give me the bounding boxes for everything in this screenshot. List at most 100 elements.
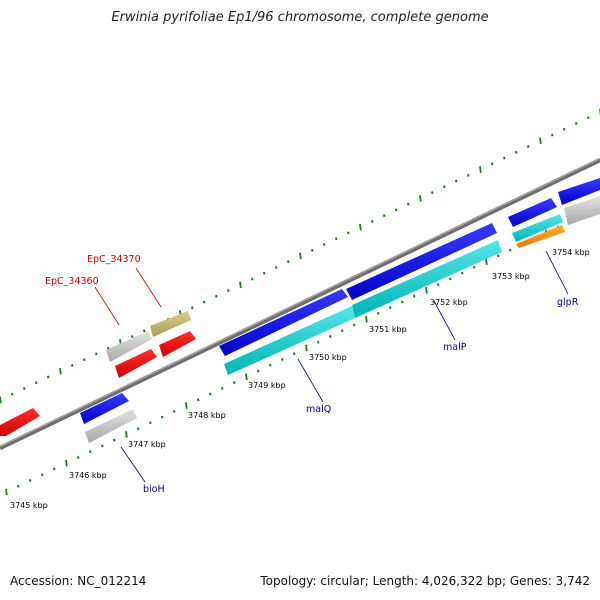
- leader-epc-34370: [135, 267, 162, 308]
- scale-major-tick: [419, 195, 422, 202]
- gene-cyan-glp[interactable]: [512, 214, 563, 242]
- gene-malq-blue[interactable]: [219, 289, 348, 356]
- scale-minor-tick: [263, 271, 266, 275]
- scale-minor-tick: [233, 381, 236, 384]
- gene-cyan-malp[interactable]: [352, 240, 502, 318]
- gene-label-malp[interactable]: malP: [443, 342, 467, 353]
- scale-minor-tick: [497, 254, 500, 258]
- leader-epc-34360: [94, 286, 120, 326]
- gene-epc-34370[interactable]: [159, 331, 196, 357]
- scale-minor-tick: [191, 306, 194, 310]
- scale-minor-tick: [383, 214, 386, 218]
- scale-major-tick: [299, 252, 302, 260]
- scale-label-3749: 3749 kbp: [248, 381, 286, 390]
- scale-minor-tick: [53, 467, 56, 471]
- scale-minor-tick: [215, 294, 218, 298]
- gene-label-epc-34370[interactable]: EpC_34370: [87, 254, 141, 265]
- scale-minor-tick: [347, 231, 350, 235]
- scale-label-3753: 3753 kbp: [492, 272, 530, 281]
- scale-minor-tick: [269, 363, 272, 367]
- scale-minor-tick: [587, 116, 590, 120]
- scale-minor-tick: [503, 156, 506, 160]
- scale-minor-tick: [407, 202, 410, 206]
- scale-minor-tick: [143, 329, 146, 333]
- scale-minor-tick: [287, 260, 290, 264]
- gene-label-glpr[interactable]: glpR: [557, 297, 579, 308]
- accession-text: Accession: NC_012214: [10, 574, 147, 588]
- gene-gray-epc-left[interactable]: [106, 331, 152, 362]
- gene-blue-biog[interactable]: [80, 393, 129, 424]
- scale-major-tick: [59, 367, 62, 375]
- scale-minor-tick: [527, 145, 530, 148]
- gene-epc-34360[interactable]: [115, 349, 157, 378]
- scale-minor-tick: [113, 438, 116, 442]
- scale-major-tick: [539, 137, 542, 145]
- gene-olive-epc[interactable]: [150, 311, 191, 337]
- scale-minor-tick: [131, 335, 134, 339]
- gene-blue-right-edge[interactable]: [558, 178, 600, 205]
- scale-minor-tick: [257, 369, 260, 373]
- scale-major-tick: [125, 431, 128, 438]
- scale-major-tick: [425, 287, 428, 294]
- gene-label-malq[interactable]: malQ: [306, 404, 331, 415]
- scale-labels: 3745 kbp 3746 kbp 3747 kbp 3748 kbp 3749…: [10, 248, 590, 510]
- scale-minor-tick: [377, 312, 380, 315]
- scale-minor-tick: [281, 358, 284, 361]
- scale-minor-tick: [437, 283, 440, 287]
- scale-minor-tick: [335, 237, 338, 241]
- scale-label-3745: 3745 kbp: [10, 501, 48, 510]
- scale-minor-tick: [341, 329, 344, 333]
- scale-minor-tick: [371, 220, 374, 223]
- scale-major-tick: [239, 281, 242, 289]
- scale-minor-tick: [71, 364, 74, 367]
- gene-track-reverse: [0, 178, 600, 436]
- scale-minor-tick: [35, 381, 38, 385]
- scale-minor-tick: [227, 289, 230, 292]
- scale-label-3751: 3751 kbp: [369, 325, 407, 334]
- scale-minor-tick: [317, 340, 320, 344]
- scale-major-tick: [365, 315, 368, 323]
- gene-label-leaders: [94, 250, 569, 483]
- scale-minor-tick: [83, 358, 86, 362]
- gene-gray-right-edge[interactable]: [564, 196, 600, 225]
- scale-minor-tick: [149, 421, 152, 425]
- scale-minor-tick: [197, 398, 200, 402]
- scale-major-tick: [359, 223, 362, 231]
- gene-gray-biohstart[interactable]: [85, 409, 137, 443]
- scale-major-tick: [479, 166, 482, 173]
- leader-malp: [433, 300, 456, 341]
- gene-blue-after-malp[interactable]: [508, 198, 557, 227]
- scale-minor-tick: [515, 150, 518, 154]
- scale-label-3752: 3752 kbp: [430, 298, 468, 307]
- chromosome-backbone-highlight: [0, 157, 600, 448]
- scale-minor-tick: [203, 300, 206, 304]
- scale-minor-tick: [251, 277, 254, 281]
- scale-label-3754: 3754 kbp: [552, 248, 590, 257]
- gene-cyan-malq[interactable]: [224, 306, 355, 375]
- scale-minor-tick: [509, 248, 512, 252]
- scale-minor-tick: [89, 450, 92, 454]
- scale-label-3748: 3748 kbp: [188, 411, 226, 420]
- chromosome-backbone: [0, 157, 600, 451]
- scale-minor-tick: [293, 352, 296, 356]
- scale-major-tick: [185, 402, 188, 409]
- gene-label-bioh[interactable]: bioH: [143, 484, 165, 495]
- scale-major-tick: [245, 373, 248, 381]
- scale-minor-tick: [413, 294, 416, 298]
- gene-orange-glp[interactable]: [516, 225, 565, 248]
- scale-minor-tick: [41, 473, 44, 477]
- scale-minor-tick: [449, 277, 452, 281]
- scale-minor-tick: [101, 444, 104, 448]
- scale-major-tick: [65, 459, 68, 467]
- gene-red-left-upper[interactable]: [0, 408, 40, 436]
- scale-minor-tick: [431, 191, 434, 195]
- scale-minor-tick: [137, 427, 140, 431]
- gene-label-epc-34360[interactable]: EpC_34360: [45, 276, 99, 287]
- scale-minor-tick: [443, 185, 446, 189]
- gene-labels: EpC_34370 EpC_34360 bioH malQ malP glpR: [45, 254, 579, 495]
- gene-malp-blue[interactable]: [346, 223, 497, 300]
- scale-minor-tick: [401, 300, 404, 304]
- scale-major-tick: [5, 488, 8, 496]
- scale-minor-tick: [353, 323, 356, 327]
